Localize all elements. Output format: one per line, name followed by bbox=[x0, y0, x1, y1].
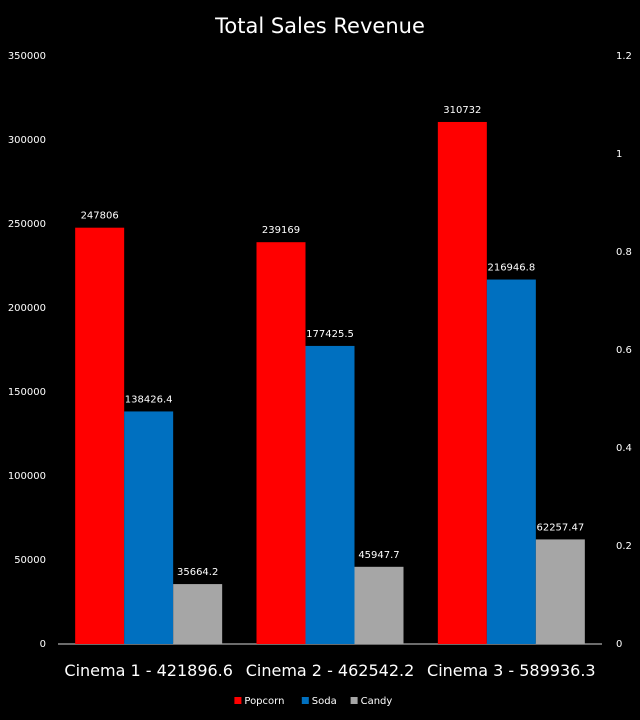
right-axis-ticks: 0 0.2 0.4 0.6 0.8 1 1.2 bbox=[616, 51, 632, 650]
bar-candy bbox=[354, 566, 404, 644]
bar-candy bbox=[173, 584, 223, 644]
data-label: 216946.8 bbox=[487, 263, 535, 274]
y2-tick-label: 1 bbox=[616, 149, 622, 160]
y2-tick-label: 0.6 bbox=[616, 345, 632, 356]
bar-popcorn bbox=[256, 242, 306, 644]
category-labels: Cinema 1 - 421896.6 Cinema 2 - 462542.2 Ci… bbox=[64, 661, 595, 680]
legend-label: Soda bbox=[312, 696, 337, 707]
y2-tick-label: 0.4 bbox=[616, 443, 632, 454]
bar-series bbox=[75, 121, 585, 645]
data-label: 35664.2 bbox=[177, 567, 218, 578]
data-label: 62257.47 bbox=[536, 522, 584, 533]
y-tick-label: 100000 bbox=[8, 471, 46, 482]
legend-label: Candy bbox=[361, 696, 393, 707]
data-label: 247806 bbox=[81, 211, 119, 222]
y2-tick-label: 0 bbox=[616, 639, 622, 650]
legend-swatch-candy bbox=[350, 697, 358, 704]
bar-soda bbox=[124, 411, 174, 644]
bar-candy bbox=[535, 539, 585, 644]
y-tick-label: 350000 bbox=[8, 51, 46, 62]
data-label: 45947.7 bbox=[358, 550, 399, 561]
y2-tick-label: 0.2 bbox=[616, 541, 632, 552]
data-label: 138426.4 bbox=[125, 394, 173, 405]
data-label: 177425.5 bbox=[306, 329, 354, 340]
legend-label: Popcorn bbox=[244, 696, 284, 707]
y-tick-label: 250000 bbox=[8, 219, 46, 230]
bar-soda bbox=[305, 345, 355, 644]
legend: Popcorn Soda Candy bbox=[234, 696, 392, 707]
data-label: 310732 bbox=[443, 105, 481, 116]
y2-tick-label: 0.8 bbox=[616, 247, 632, 258]
left-axis-ticks: 0 50000 100000 150000 200000 250000 300000 3500… bbox=[8, 51, 46, 650]
data-labels: 247806 138426.4 35664.2 239169 177425.5 45947… bbox=[81, 105, 585, 578]
y-tick-label: 150000 bbox=[8, 387, 46, 398]
bar-popcorn bbox=[75, 227, 125, 644]
legend-swatch-soda bbox=[301, 697, 309, 704]
category-label: Cinema 1 - 421896.6 bbox=[64, 661, 233, 680]
chart-title: Total Sales Revenue bbox=[214, 14, 425, 38]
y-tick-label: 200000 bbox=[8, 303, 46, 314]
y-tick-label: 50000 bbox=[14, 555, 46, 566]
category-label: Cinema 2 - 462542.2 bbox=[246, 661, 415, 680]
legend-swatch-popcorn bbox=[234, 697, 242, 704]
bar-soda bbox=[486, 279, 536, 644]
data-label: 239169 bbox=[262, 225, 300, 236]
y2-tick-label: 1.2 bbox=[616, 51, 632, 62]
category-label: Cinema 3 - 589936.3 bbox=[427, 661, 596, 680]
y-tick-label: 0 bbox=[40, 639, 46, 650]
y-tick-label: 300000 bbox=[8, 135, 46, 146]
bar-popcorn bbox=[437, 121, 487, 645]
